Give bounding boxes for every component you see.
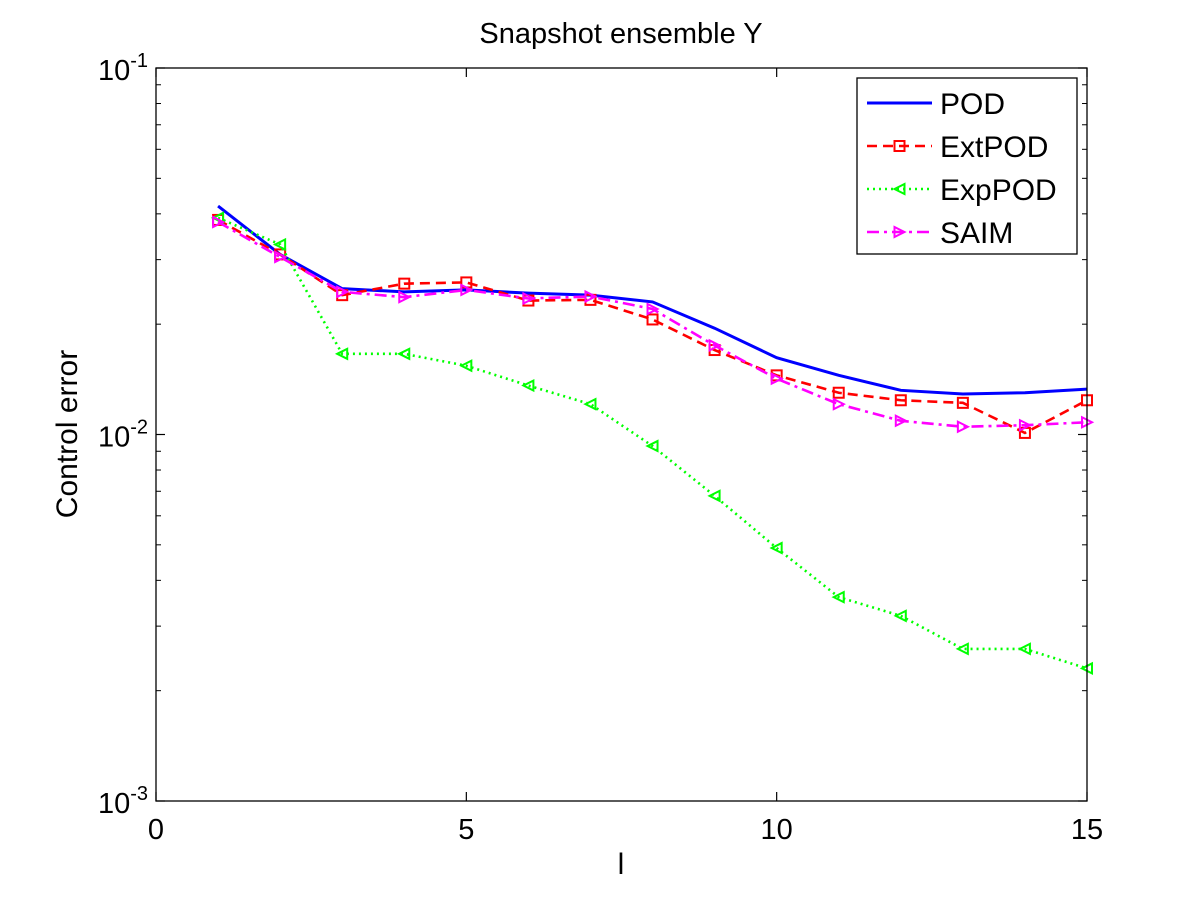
- y-tick-label: 10-3: [98, 783, 148, 820]
- data-point-exppod: [583, 397, 597, 411]
- legend-label-exppod: ExpPOD: [940, 174, 1057, 207]
- data-point-exppod: [893, 609, 907, 623]
- data-point-exppod: [707, 489, 721, 503]
- x-tick-label: 15: [1071, 814, 1103, 846]
- data-point-exppod: [272, 237, 287, 252]
- data-point-saim: [894, 414, 909, 428]
- x-tick-label: 0: [148, 814, 164, 846]
- data-point-saim: [1018, 418, 1033, 432]
- data-point-saim: [398, 290, 412, 304]
- data-point-saim: [832, 397, 846, 411]
- series-saim: [212, 215, 1095, 434]
- y-tick-label: 10-2: [98, 417, 148, 454]
- data-point-exppod: [397, 347, 411, 361]
- data-point-saim: [212, 215, 226, 229]
- legend-item-extpod: ExtPOD: [867, 131, 1048, 164]
- data-point-exppod: [521, 378, 535, 393]
- legend-marker-extpod: [893, 140, 906, 152]
- series-line-pod: [217, 204, 1088, 396]
- data-point-exppod: [769, 541, 783, 555]
- data-point-extpod: [894, 394, 907, 407]
- y-tick-label: 10-1: [98, 50, 148, 87]
- y-axis-label: Control error: [51, 350, 84, 518]
- data-point-exppod: [459, 359, 473, 373]
- legend: POD ExtPOD ExpPOD SAIM: [856, 77, 1078, 255]
- series-pod: [217, 204, 1088, 396]
- y-tick-label-base: 10: [98, 788, 130, 820]
- x-axis-label: l: [618, 848, 625, 881]
- legend-marker-exppod: [892, 182, 906, 196]
- data-point-saim: [274, 250, 288, 264]
- data-point-saim: [646, 302, 660, 316]
- data-point-saim: [460, 283, 474, 297]
- legend-label-extpod: ExtPOD: [940, 131, 1048, 164]
- legend-label-pod: POD: [940, 88, 1005, 121]
- y-tick-label-exponent: -1: [130, 50, 148, 72]
- data-point-extpod: [646, 313, 659, 326]
- data-point-extpod: [832, 386, 845, 399]
- y-tick-label-base: 10: [98, 55, 130, 87]
- y-tick-label-exponent: -3: [130, 783, 148, 805]
- series-line-saim: [217, 220, 1088, 429]
- legend-item-exppod: ExpPOD: [867, 174, 1057, 207]
- data-point-saim: [956, 420, 971, 434]
- data-point-extpod: [398, 277, 411, 290]
- data-point-saim: [584, 289, 598, 304]
- series-line-exppod: [217, 216, 1088, 670]
- series-layer: [210, 204, 1095, 676]
- data-point-exppod: [645, 439, 659, 453]
- x-tick-label: 10: [761, 814, 793, 846]
- data-point-exppod: [831, 590, 845, 604]
- x-tick-label: 5: [458, 814, 474, 846]
- legend-label-saim: SAIM: [940, 217, 1013, 250]
- legend-item-saim: SAIM: [867, 217, 1013, 250]
- data-point-exppod: [1017, 642, 1031, 656]
- series-line-extpod: [217, 218, 1088, 435]
- legend-marker-saim: [893, 225, 907, 239]
- legend-box: [856, 77, 1078, 255]
- data-point-extpod: [956, 396, 969, 409]
- data-point-exppod: [334, 347, 349, 361]
- legend-item-pod: POD: [867, 88, 1005, 121]
- data-point-saim: [522, 291, 536, 306]
- chart-title: Snapshot ensemble Y: [479, 18, 762, 50]
- data-point-saim: [336, 285, 350, 299]
- y-tick-label-exponent: -2: [130, 417, 148, 439]
- y-tick-label-base: 10: [98, 422, 130, 454]
- data-point-saim: [708, 338, 722, 353]
- series-exppod: [210, 211, 1093, 676]
- data-point-exppod: [955, 642, 969, 656]
- data-point-saim: [770, 372, 784, 386]
